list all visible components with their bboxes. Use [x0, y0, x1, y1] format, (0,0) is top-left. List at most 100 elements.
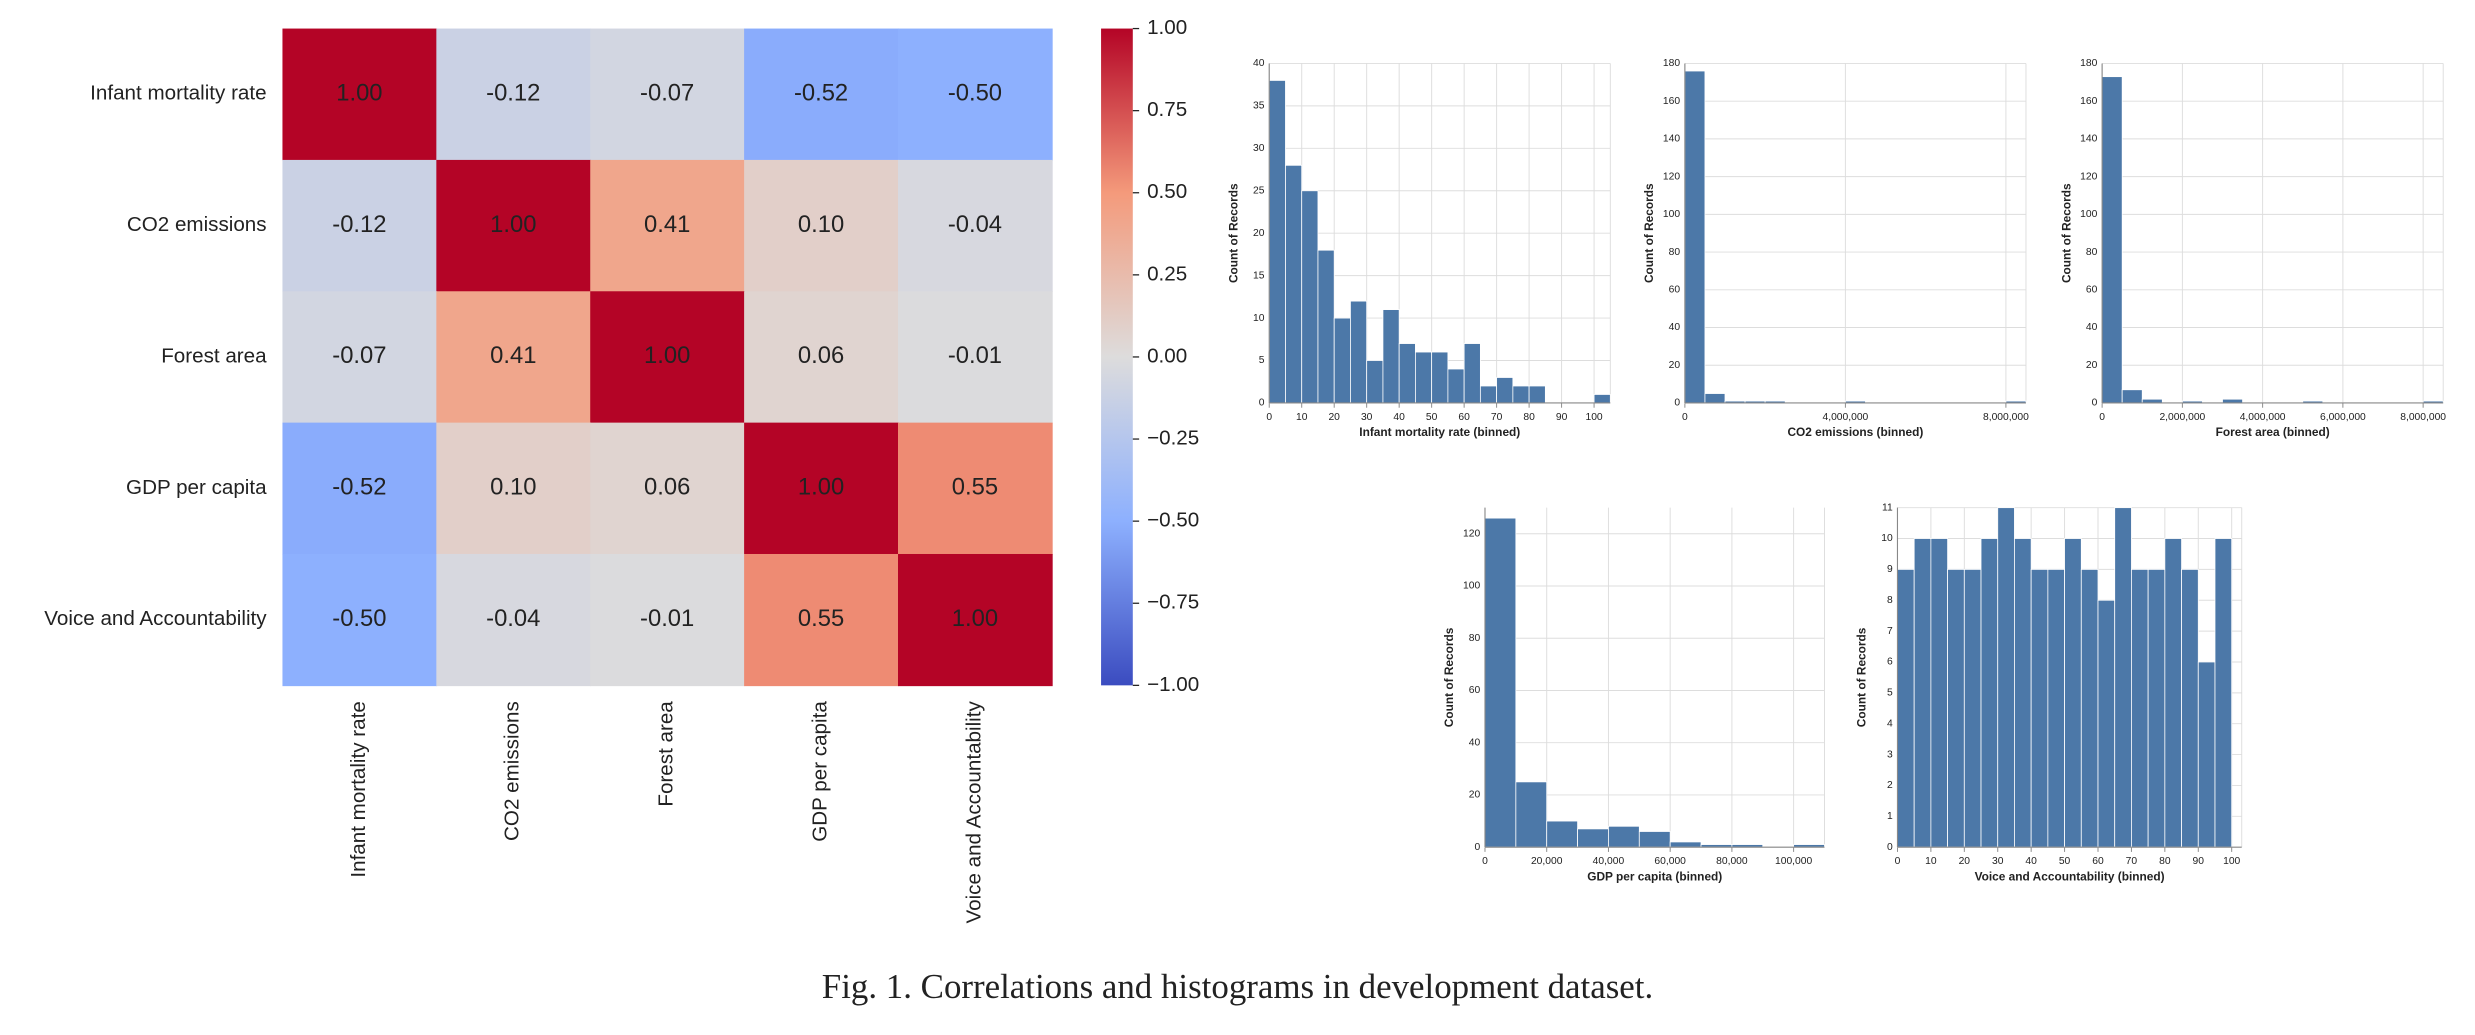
x-tick-label: 20	[1959, 856, 1971, 867]
x-tick-label: 4,000,000	[2240, 412, 2286, 423]
histogram-bar	[1980, 538, 1999, 848]
cell-label: -0.07	[640, 80, 694, 107]
y-tick-label: Forest area	[161, 344, 267, 367]
y-tick-label: 11	[1882, 502, 1893, 513]
histogram-bar	[1608, 825, 1640, 848]
x-tick-label: GDP per capita	[809, 701, 832, 842]
y-tick-label: 8	[1887, 595, 1893, 606]
y-tick-label: 0	[1674, 398, 1680, 409]
y-axis-title: Count of Records	[1642, 183, 1656, 283]
y-tick-label: 7	[1887, 626, 1893, 637]
heatmap-cell	[897, 28, 1053, 161]
histogram-bar	[1317, 249, 1335, 404]
histogram-bar	[2131, 568, 2149, 848]
cell-label: -0.50	[332, 605, 386, 632]
y-tick-label: 20	[2086, 360, 2098, 371]
y-tick-label: 10	[1253, 313, 1265, 324]
cell-label: -0.52	[332, 474, 386, 501]
heatmap-cell	[590, 28, 745, 161]
y-tick-label: 0	[1887, 842, 1893, 853]
histogram-bar	[1577, 828, 1609, 848]
x-tick-label: 70	[2126, 856, 2138, 867]
cell-label: -0.50	[948, 80, 1002, 107]
x-tick-label: 50	[2059, 856, 2071, 867]
y-tick-label: 140	[1663, 134, 1680, 145]
cell-label: 1.00	[490, 211, 536, 238]
histogram-bar	[1268, 80, 1286, 404]
histogram-bar	[2080, 568, 2099, 848]
histogram-bar	[1704, 393, 1726, 404]
x-tick-label: 80	[1523, 412, 1535, 423]
y-tick-label: 20	[1669, 360, 1681, 371]
y-tick-label: 5	[1887, 688, 1893, 699]
y-tick-label: 10	[1881, 533, 1893, 544]
histogram-bar	[1350, 300, 1368, 404]
y-tick-label: 6	[1887, 657, 1893, 668]
histogram-bar	[2141, 398, 2163, 404]
histogram-bar	[1528, 385, 1546, 404]
x-tick-label: Voice and Accountability	[962, 701, 985, 924]
y-tick-label: 2	[1887, 780, 1893, 791]
cell-label: -0.12	[332, 211, 386, 238]
histogram-bar	[2214, 538, 2233, 848]
colorbar-tick-label: 0.75	[1147, 98, 1187, 121]
x-axis-title: Infant mortality rate (binned)	[1359, 425, 1520, 439]
histogram-bar	[1897, 568, 1915, 848]
heatmap-cell	[897, 422, 1053, 555]
heatmap-cell	[744, 422, 899, 555]
y-tick-label: 100	[1463, 581, 1480, 592]
x-tick-label: 80,000	[1716, 856, 1748, 867]
histogram-bar	[2121, 389, 2143, 404]
colorbar-tick-label: −1.00	[1147, 673, 1199, 696]
x-tick-label: Infant mortality rate	[347, 701, 370, 877]
y-tick-label: 60	[2086, 285, 2098, 296]
x-tick-label: 60,000	[1654, 856, 1686, 867]
y-tick-label: CO2 emissions	[127, 213, 267, 236]
colorbar-tick-label: 0.00	[1147, 344, 1187, 367]
y-tick-label: 160	[2080, 96, 2097, 107]
y-tick-label: 25	[1253, 185, 1265, 196]
x-axis-title: GDP per capita (binned)	[1587, 869, 1722, 883]
histogram-bar	[1285, 164, 1303, 404]
heatmap-cell	[282, 422, 438, 555]
heatmap-cell	[744, 28, 899, 161]
cell-label: 0.10	[798, 211, 844, 238]
histogram-bar	[1447, 368, 1465, 404]
x-tick-label: 0	[1266, 412, 1272, 423]
y-tick-label: 40	[1669, 322, 1681, 333]
heatmap-cell	[282, 28, 438, 161]
cell-label: -0.07	[332, 342, 386, 369]
y-axis-title: Count of Records	[1442, 627, 1456, 727]
cell-label: 0.41	[644, 211, 690, 238]
x-tick-label: 0	[2099, 412, 2105, 423]
x-tick-label: 50	[1426, 412, 1438, 423]
x-tick-label: 40,000	[1593, 856, 1625, 867]
cell-label: 0.06	[798, 342, 844, 369]
cell-label: -0.12	[486, 80, 540, 107]
heatmap-cell	[590, 291, 745, 424]
heatmap-cell	[436, 28, 592, 161]
histogram-bar	[1333, 317, 1351, 404]
histogram-bar	[1496, 377, 1514, 404]
histogram-bar	[2114, 507, 2132, 848]
histogram-bar	[1947, 568, 1965, 848]
cell-label: 0.06	[644, 474, 690, 501]
cell-label: -0.04	[948, 211, 1002, 238]
x-tick-label: 10	[1296, 412, 1308, 423]
x-tick-label: 8,000,000	[2400, 412, 2446, 423]
x-tick-label: 30	[1992, 856, 2004, 867]
histogram-bar	[1638, 831, 1671, 848]
y-tick-label: 0	[2092, 398, 2098, 409]
histogram-bar	[2197, 661, 2216, 848]
cell-label: 1.00	[952, 605, 998, 632]
x-tick-label: 0	[1895, 856, 1901, 867]
y-tick-label: 180	[2080, 58, 2097, 69]
heatmap-cell	[590, 422, 745, 555]
x-tick-label: 0	[1482, 856, 1488, 867]
cell-label: 1.00	[644, 342, 690, 369]
colorbar-tick-label: 1.00	[1147, 16, 1187, 39]
histogram-bar	[1997, 507, 2015, 848]
y-tick-label: 40	[2086, 322, 2098, 333]
